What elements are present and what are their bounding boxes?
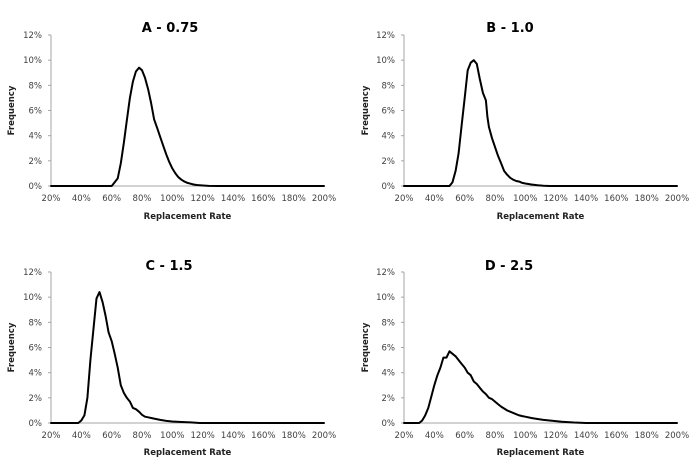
x-tick-label: 120% [191, 194, 215, 204]
x-tick-label: 60% [102, 194, 121, 204]
x-tick-label: 160% [604, 431, 628, 441]
y-tick-label: 12% [376, 31, 395, 41]
x-tick-label: 100% [513, 431, 537, 441]
y-tick-label: 2% [29, 394, 43, 404]
x-tick-label: 20% [395, 194, 414, 204]
y-axis-label: Frequency [361, 85, 371, 135]
x-tick-label: 80% [133, 194, 152, 204]
x-tick-label: 80% [486, 194, 505, 204]
x-tick-label: 140% [574, 194, 598, 204]
x-axis-label: Replacement Rate [144, 212, 232, 222]
x-tick-label: 160% [604, 194, 628, 204]
x-tick-label: 20% [42, 194, 61, 204]
y-tick-label: 6% [29, 344, 43, 354]
y-tick-label: 8% [29, 81, 43, 91]
x-tick-label: 40% [72, 431, 91, 441]
x-tick-label: 100% [160, 431, 184, 441]
y-tick-label: 10% [376, 56, 395, 66]
y-tick-label: 10% [23, 56, 42, 66]
y-tick-label: 0% [29, 182, 43, 192]
series-line [403, 350, 678, 424]
y-tick-label: 12% [23, 31, 42, 41]
x-tick-label: 160% [251, 194, 275, 204]
series-line [403, 59, 678, 187]
y-tick-label: 8% [29, 318, 43, 328]
chart-title: A - 0.75 [142, 21, 199, 36]
x-tick-label: 40% [425, 194, 444, 204]
x-tick-label: 20% [395, 431, 414, 441]
y-tick-label: 12% [376, 268, 395, 278]
x-tick-label: 120% [544, 431, 568, 441]
y-axis-label: Frequency [7, 85, 17, 135]
x-tick-label: 180% [635, 431, 659, 441]
x-tick-label: 140% [221, 194, 245, 204]
chart-title: D - 2.5 [485, 259, 533, 274]
x-tick-label: 60% [455, 194, 474, 204]
y-tick-label: 6% [382, 344, 396, 354]
series-line [50, 291, 325, 424]
x-tick-label: 80% [133, 431, 152, 441]
y-tick-label: 4% [382, 132, 396, 142]
x-tick-label: 180% [282, 431, 306, 441]
x-tick-label: 200% [665, 431, 689, 441]
series-line [50, 66, 325, 187]
chart-title: B - 1.0 [486, 21, 533, 36]
x-tick-label: 120% [544, 194, 568, 204]
x-tick-label: 80% [486, 431, 505, 441]
y-axis-label: Frequency [361, 322, 371, 372]
y-tick-label: 4% [29, 132, 43, 142]
y-tick-label: 0% [382, 182, 396, 192]
x-tick-label: 180% [635, 194, 659, 204]
y-tick-label: 10% [23, 293, 42, 303]
x-tick-label: 200% [312, 194, 336, 204]
chart-panel: A - 0.75 0% 2% 4% 6% 8% 10% 12% 20% 40% 60% 80% 100%… [7, 21, 336, 222]
y-tick-label: 4% [382, 369, 396, 379]
x-tick-label: 20% [42, 431, 61, 441]
y-tick-label: 2% [382, 394, 396, 404]
x-tick-label: 200% [312, 431, 336, 441]
x-tick-label: 100% [160, 194, 184, 204]
y-tick-label: 2% [29, 157, 43, 167]
y-tick-label: 8% [382, 318, 396, 328]
y-tick-label: 8% [382, 81, 396, 91]
x-axis-label: Replacement Rate [497, 212, 585, 222]
x-tick-label: 100% [513, 194, 537, 204]
x-tick-label: 40% [425, 431, 444, 441]
chart-panel: C - 1.5 0% 2% 4% 6% 8% 10% 12% 20% 40% 60% 80% 100% 1… [7, 259, 336, 458]
y-axis-label: Frequency [7, 322, 17, 372]
x-tick-label: 200% [665, 194, 689, 204]
x-tick-label: 160% [251, 431, 275, 441]
y-tick-label: 6% [29, 107, 43, 117]
y-tick-label: 10% [376, 293, 395, 303]
y-tick-label: 6% [382, 107, 396, 117]
chart-panel: B - 1.0 0% 2% 4% 6% 8% 10% 12% 20% 40% 60% 80% 100% 1… [361, 21, 689, 222]
x-tick-label: 120% [191, 431, 215, 441]
x-tick-label: 60% [455, 431, 474, 441]
y-tick-label: 0% [382, 419, 396, 429]
x-tick-label: 180% [282, 194, 306, 204]
y-tick-label: 12% [23, 268, 42, 278]
x-axis-label: Replacement Rate [144, 448, 232, 458]
x-tick-label: 140% [574, 431, 598, 441]
chart-title: C - 1.5 [145, 259, 192, 274]
y-tick-label: 4% [29, 369, 43, 379]
x-axis-label: Replacement Rate [497, 448, 585, 458]
x-tick-label: 60% [102, 431, 121, 441]
y-tick-label: 0% [29, 419, 43, 429]
chart-panel: D - 2.5 0% 2% 4% 6% 8% 10% 12% 20% 40% 60% 80% 100% 1… [361, 259, 689, 458]
y-tick-label: 2% [382, 157, 396, 167]
x-tick-label: 140% [221, 431, 245, 441]
x-tick-label: 40% [72, 194, 91, 204]
